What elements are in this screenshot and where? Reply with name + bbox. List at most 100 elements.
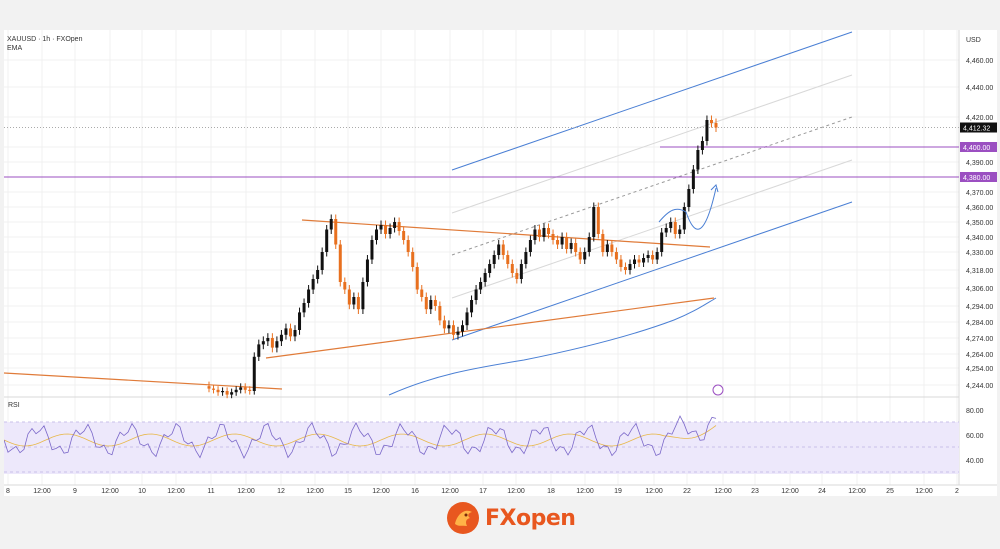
x-tick-label: 24: [818, 488, 826, 495]
candle-body: [601, 234, 605, 252]
y-tick-label: 4,460.00: [966, 58, 993, 65]
candle-body: [510, 264, 514, 273]
legend: XAUUSD · 1h · FXOpen EMA: [7, 35, 82, 53]
y-tick-label: 4,244.00: [966, 383, 993, 390]
price-chart[interactable]: USD 4,460.00 4,440.00 4,420.00 4,400.00 4,390…: [4, 30, 997, 496]
candle-body: [465, 312, 469, 326]
rsi-tick-label: 80.00: [966, 408, 984, 415]
candle-body: [393, 222, 397, 228]
candle-body: [556, 240, 560, 245]
candle-body: [610, 244, 614, 252]
y-tick-label: 4,264.00: [966, 352, 993, 359]
x-tick-label: 12:00: [33, 488, 51, 495]
candle-body: [307, 289, 311, 303]
x-tick-label: 12:00: [781, 488, 799, 495]
candle-body: [646, 255, 650, 258]
x-tick-label: 12:00: [237, 488, 255, 495]
candle-body: [515, 273, 519, 279]
candle-body: [605, 244, 609, 252]
ema-line: [388, 297, 717, 396]
candle-body: [705, 120, 709, 141]
candle-body: [569, 243, 573, 249]
candle-body: [442, 320, 446, 329]
triangle-lower-trendline: [265, 297, 715, 359]
candle-body: [447, 325, 451, 329]
level-tag-4380-bg: [960, 172, 997, 182]
y-tick-label: 4,340.00: [966, 235, 993, 242]
candle-body: [664, 228, 668, 233]
candle-body: [415, 267, 419, 290]
x-tick-label: 18: [547, 488, 555, 495]
chart-panel[interactable]: USD 4,460.00 4,440.00 4,420.00 4,400.00 4,390…: [4, 30, 997, 496]
candle-body: [257, 344, 261, 357]
candle-body: [687, 189, 691, 207]
candle-body: [207, 386, 211, 389]
projection-arrowhead: [710, 184, 719, 193]
y-tick-label: 4,254.00: [966, 366, 993, 373]
level-tag-4400-bg: [960, 142, 997, 152]
candle-body: [633, 259, 637, 264]
y-tick-label: 4,274.00: [966, 336, 993, 343]
x-tick-label: 12:00: [645, 488, 663, 495]
candle-body: [524, 252, 528, 264]
candle-body: [451, 325, 455, 335]
y-tick-label: 4,390.00: [966, 160, 993, 167]
candle-body: [252, 356, 256, 391]
rsi-line: [4, 415, 717, 459]
candle-body: [483, 273, 487, 282]
candle-body: [379, 225, 383, 230]
candle-body: [619, 259, 623, 267]
candle-body: [361, 282, 365, 310]
candle-body: [501, 244, 505, 255]
indicator-label: EMA: [7, 45, 23, 52]
candle-body: [216, 389, 220, 393]
candle-body: [470, 300, 474, 313]
channel-median-line: [451, 116, 853, 256]
candle-body: [270, 338, 274, 348]
candle-body: [411, 252, 415, 267]
candle-body: [356, 297, 360, 310]
candle-body: [492, 255, 496, 264]
candle-body: [433, 300, 437, 306]
candle-body: [488, 264, 492, 273]
candle-body: [239, 387, 243, 390]
candle-body: [325, 229, 329, 252]
candle-body: [438, 306, 442, 321]
x-tick-label: 8: [6, 488, 10, 495]
candle-body: [311, 279, 315, 290]
channel-upper-line: [451, 31, 853, 171]
candle-body: [497, 244, 501, 255]
candle-body: [565, 237, 569, 249]
candle-body: [614, 252, 618, 260]
candle-body: [682, 207, 686, 230]
candle-body: [275, 341, 279, 348]
candle-body: [384, 225, 388, 234]
candle-body: [542, 228, 546, 237]
candle-body: [637, 259, 641, 263]
y-tick-label: 4,294.00: [966, 304, 993, 311]
x-tick-label: 19: [614, 488, 622, 495]
x-tick-label: 11: [207, 488, 214, 495]
candle-body: [461, 325, 464, 332]
candle-body: [696, 150, 700, 170]
candle-body: [347, 289, 351, 305]
candle-body: [424, 297, 428, 310]
candle-body: [660, 232, 664, 252]
brand-logo: FXopen: [445, 500, 576, 536]
candle-body: [212, 388, 216, 390]
triangle-upper-trendline: [301, 219, 711, 248]
x-tick-label: 2: [955, 488, 959, 495]
candle-body: [474, 289, 478, 300]
x-tick-label: 22: [683, 488, 691, 495]
y-tick-label: 4,284.00: [966, 320, 993, 327]
candle-body: [669, 222, 673, 228]
candle-body: [537, 229, 541, 237]
y-tick-label: 4,370.00: [966, 190, 993, 197]
y-tick-label: 4,350.00: [966, 220, 993, 227]
candle-body: [365, 259, 369, 282]
y-tick-label: 4,306.00: [966, 286, 993, 293]
candle-body: [374, 229, 378, 240]
candle-body: [388, 228, 392, 234]
candle-body: [678, 229, 682, 234]
